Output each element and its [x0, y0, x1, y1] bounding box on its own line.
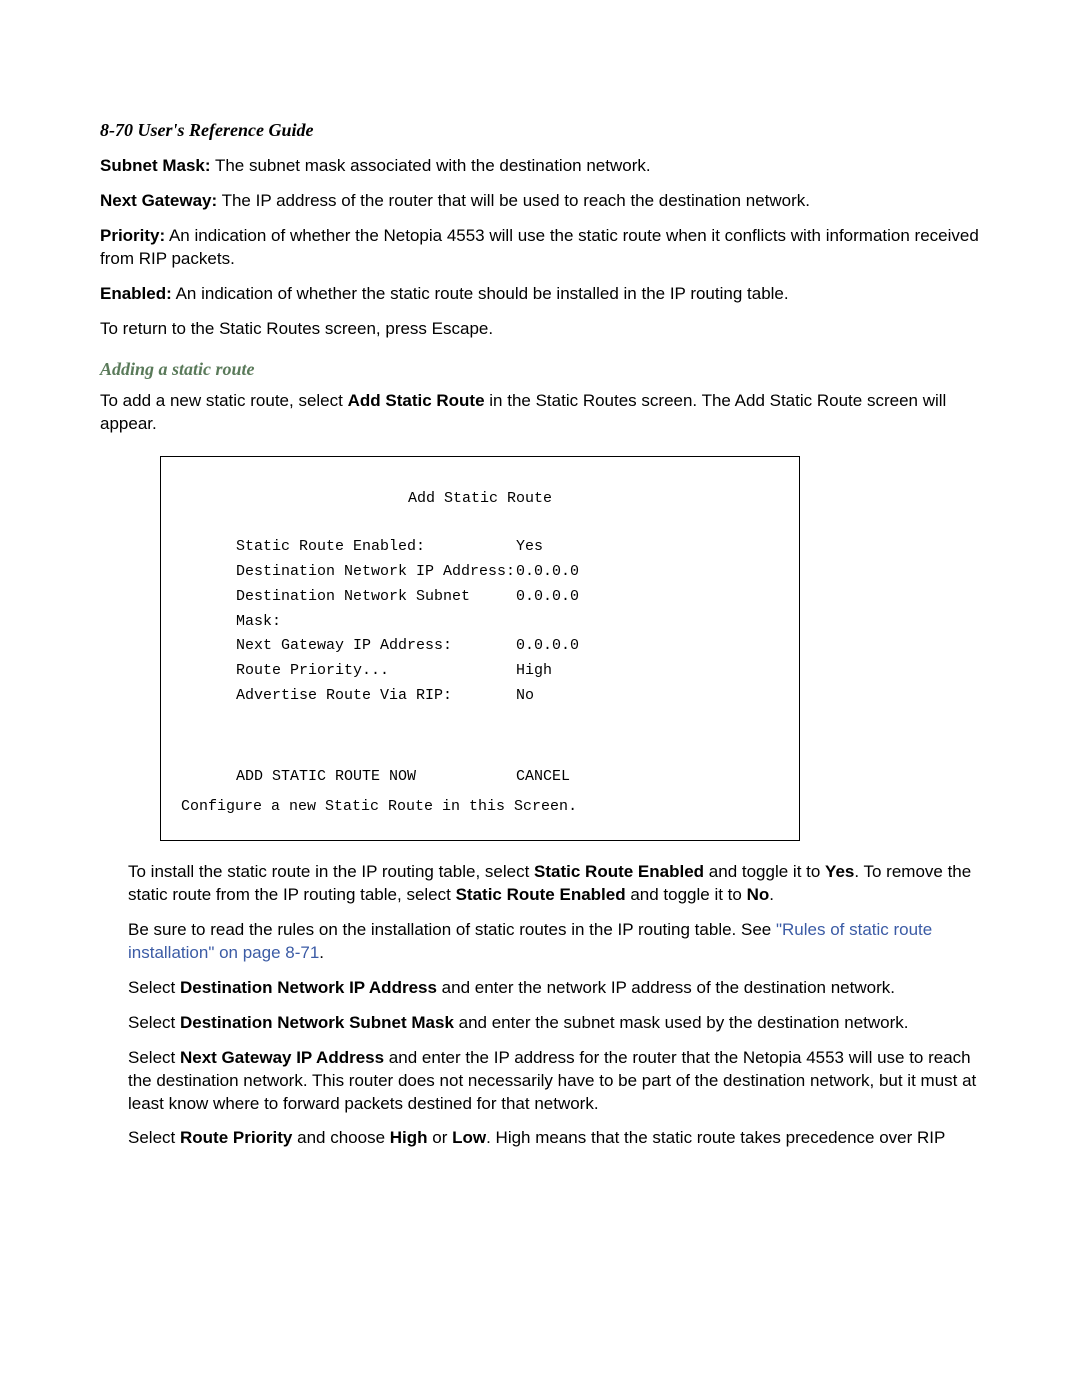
return-instruction: To return to the Static Routes screen, p…: [100, 318, 980, 341]
add-route-action: ADD STATIC ROUTE NOW: [236, 765, 516, 790]
intro-bold: Add Static Route: [348, 391, 485, 410]
field-label: Static Route Enabled:: [236, 535, 516, 560]
field-label: Next Gateway IP Address:: [236, 634, 516, 659]
p3-b: Destination Network IP Address: [180, 978, 437, 997]
field-label: Destination Network IP Address:: [236, 560, 516, 585]
p4-post: and enter the subnet mask used by the de…: [454, 1013, 909, 1032]
definition-enabled: Enabled: An indication of whether the st…: [100, 283, 980, 306]
p2-pre: Be sure to read the rules on the install…: [128, 920, 776, 939]
label-enabled: Enabled:: [100, 284, 172, 303]
field-value: Yes: [516, 535, 779, 560]
p2-end: .: [319, 943, 324, 962]
body-p4: Select Destination Network Subnet Mask a…: [128, 1012, 980, 1035]
p6-b1: Route Priority: [180, 1128, 292, 1147]
p1-pre: To install the static route in the IP ro…: [128, 862, 534, 881]
definition-next-gateway: Next Gateway: The IP address of the rout…: [100, 190, 980, 213]
cancel-action: CANCEL: [516, 765, 779, 790]
p6-pre: Select: [128, 1128, 180, 1147]
field-label: Advertise Route Via RIP:: [236, 684, 516, 709]
field-value: 0.0.0.0: [516, 634, 779, 659]
field-value: 0.0.0.0: [516, 560, 779, 585]
p4-b: Destination Network Subnet Mask: [180, 1013, 454, 1032]
text-enabled: An indication of whether the static rout…: [172, 284, 789, 303]
field-row: Destination Network Subnet Mask: 0.0.0.0: [236, 585, 779, 635]
field-row: Advertise Route Via RIP: No: [236, 684, 779, 709]
p3-pre: Select: [128, 978, 180, 997]
terminal-screen: Add Static Route Static Route Enabled: Y…: [160, 456, 800, 842]
definition-priority: Priority: An indication of whether the N…: [100, 225, 980, 271]
body-p5: Select Next Gateway IP Address and enter…: [128, 1047, 980, 1116]
body-p1: To install the static route in the IP ro…: [128, 861, 980, 907]
field-row: Static Route Enabled: Yes: [236, 535, 779, 560]
section-heading: Adding a static route: [100, 359, 980, 380]
intro-pre: To add a new static route, select: [100, 391, 348, 410]
text-next-gateway: The IP address of the router that will b…: [217, 191, 810, 210]
field-row: Next Gateway IP Address: 0.0.0.0: [236, 634, 779, 659]
section-intro: To add a new static route, select Add St…: [100, 390, 980, 436]
p6-mid2: or: [428, 1128, 453, 1147]
p1-mid1: and toggle it to: [704, 862, 825, 881]
label-priority: Priority:: [100, 226, 165, 245]
body-p6: Select Route Priority and choose High or…: [128, 1127, 980, 1150]
field-value: 0.0.0.0: [516, 585, 779, 635]
p1-end: .: [769, 885, 774, 904]
label-next-gateway: Next Gateway:: [100, 191, 217, 210]
p5-pre: Select: [128, 1048, 180, 1067]
field-label: Route Priority...: [236, 659, 516, 684]
field-value: No: [516, 684, 779, 709]
p6-b3: Low: [452, 1128, 486, 1147]
page-header: 8-70 User's Reference Guide: [100, 120, 980, 141]
p3-post: and enter the network IP address of the …: [437, 978, 895, 997]
screen-title: Add Static Route: [181, 487, 779, 512]
field-value: High: [516, 659, 779, 684]
document-page: 8-70 User's Reference Guide Subnet Mask:…: [0, 0, 1080, 1222]
body-p3: Select Destination Network IP Address an…: [128, 977, 980, 1000]
body-p2: Be sure to read the rules on the install…: [128, 919, 980, 965]
field-label: Destination Network Subnet Mask:: [236, 585, 516, 635]
screen-footer: Configure a new Static Route in this Scr…: [181, 795, 779, 820]
field-row: Route Priority... High: [236, 659, 779, 684]
p1-b2: Yes: [825, 862, 854, 881]
text-priority: An indication of whether the Netopia 455…: [100, 226, 979, 268]
p1-b4: No: [747, 885, 770, 904]
p5-b: Next Gateway IP Address: [180, 1048, 384, 1067]
p6-b2: High: [390, 1128, 428, 1147]
p6-mid1: and choose: [292, 1128, 389, 1147]
text-subnet-mask: The subnet mask associated with the dest…: [211, 156, 651, 175]
p4-pre: Select: [128, 1013, 180, 1032]
p1-b3: Static Route Enabled: [456, 885, 626, 904]
p1-mid3: and toggle it to: [626, 885, 747, 904]
label-subnet-mask: Subnet Mask:: [100, 156, 211, 175]
p6-post: . High means that the static route takes…: [486, 1128, 945, 1147]
p1-b1: Static Route Enabled: [534, 862, 704, 881]
field-row: Destination Network IP Address: 0.0.0.0: [236, 560, 779, 585]
action-row: ADD STATIC ROUTE NOW CANCEL: [236, 765, 779, 790]
definition-subnet-mask: Subnet Mask: The subnet mask associated …: [100, 155, 980, 178]
